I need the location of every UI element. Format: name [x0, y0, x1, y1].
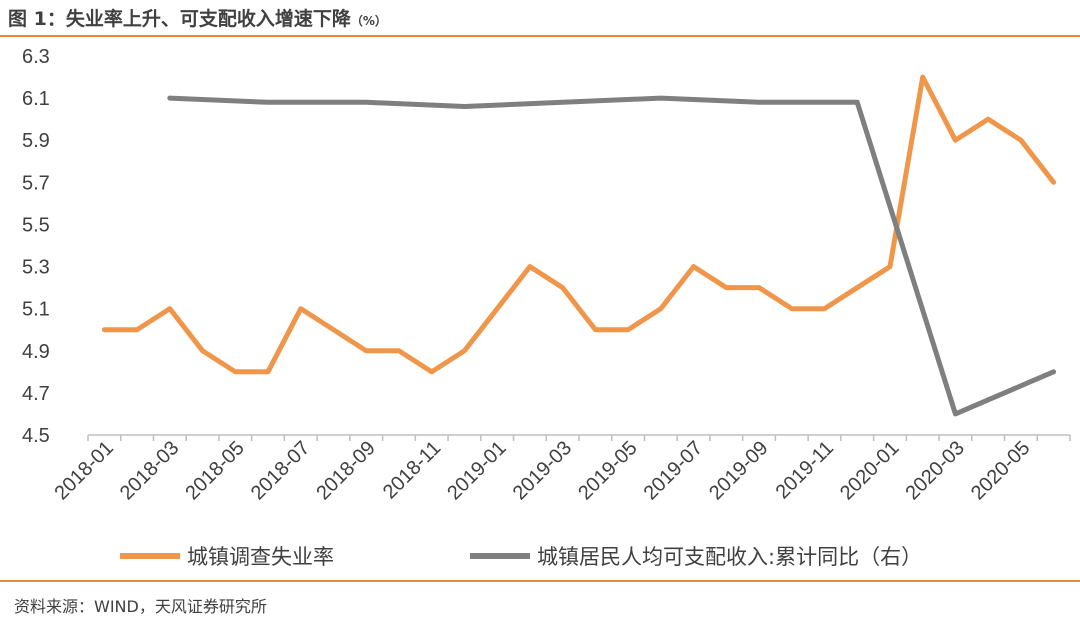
- x-tick-label: 2018-03: [116, 437, 183, 504]
- x-tick-label: 2020-01: [836, 437, 903, 504]
- y-tick-label: 5.5: [22, 214, 50, 236]
- y-tick-label: 4.7: [22, 383, 50, 405]
- x-tick-label: 2018-07: [247, 437, 314, 504]
- x-tick-label: 2018-01: [50, 437, 117, 504]
- chart-title: 图 1：失业率上升、可支配收入增速下降（%）: [8, 4, 387, 34]
- y-tick-label: 6.1: [22, 88, 50, 110]
- y-tick-label: 4.5: [22, 425, 50, 447]
- x-tick-label: 2019-11: [772, 437, 838, 503]
- chart-title-text: 图 1：失业率上升、可支配收入增速下降: [8, 8, 351, 30]
- x-tick-label: 2019-05: [574, 437, 641, 504]
- x-tick-label: 2020-03: [902, 437, 969, 504]
- y-tick-label: 4.9: [22, 341, 50, 363]
- legend-label-2: 城镇居民人均可支配收入:累计同比（右）: [537, 545, 922, 569]
- x-tick-label: 2019-01: [443, 437, 510, 504]
- y-tick-label: 5.7: [22, 172, 50, 194]
- series-line-2: [167, 95, 1057, 417]
- x-tick-label: 2019-03: [509, 437, 576, 504]
- x-tick-label: 2020-05: [967, 437, 1034, 504]
- x-tick-label: 2019-07: [640, 437, 707, 504]
- bottom-divider: [0, 580, 1080, 582]
- x-tick-label: 2018-09: [312, 437, 379, 504]
- top-divider: [0, 35, 1080, 37]
- y-tick-label: 5.9: [22, 130, 50, 152]
- line-chart: 6.36.15.95.75.55.35.14.94.74.52018-01201…: [22, 46, 1071, 569]
- chart-title-unit: （%）: [350, 14, 387, 28]
- source-note: 资料来源：WIND，天风证券研究所: [14, 597, 267, 616]
- legend-label-1: 城镇调查失业率: [187, 545, 334, 569]
- series-line-1: [101, 74, 1057, 375]
- x-tick-label: 2018-05: [181, 437, 248, 504]
- y-tick-label: 6.3: [22, 46, 50, 68]
- y-tick-label: 5.1: [22, 299, 50, 321]
- y-tick-label: 5.3: [22, 257, 50, 279]
- x-tick-label: 2019-09: [705, 437, 772, 504]
- x-tick-label: 2018-11: [379, 437, 445, 503]
